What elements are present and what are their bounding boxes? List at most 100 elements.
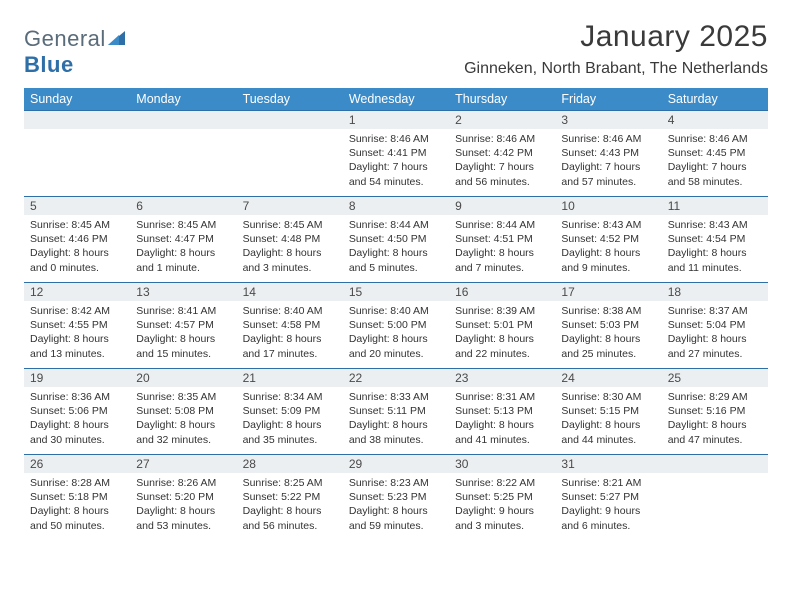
day-line-d1: Daylight: 8 hours [349,332,443,346]
day-line-d2: and 47 minutes. [668,433,762,447]
day-number: 31 [555,454,661,473]
day-line-sr: Sunrise: 8:43 AM [561,218,655,232]
day-line-d1: Daylight: 8 hours [243,332,337,346]
day-line-ss: Sunset: 5:23 PM [349,490,443,504]
day-line-sr: Sunrise: 8:46 AM [455,132,549,146]
brand-part1: General [24,26,106,51]
weekday-header: Saturday [662,88,768,110]
day-line-sr: Sunrise: 8:26 AM [136,476,230,490]
day-line-d1: Daylight: 7 hours [668,160,762,174]
day-number: 8 [343,196,449,215]
day-data: Sunrise: 8:44 AMSunset: 4:51 PMDaylight:… [449,215,555,279]
day-line-ss: Sunset: 4:48 PM [243,232,337,246]
calendar-cell: 11Sunrise: 8:43 AMSunset: 4:54 PMDayligh… [662,196,768,282]
day-line-sr: Sunrise: 8:39 AM [455,304,549,318]
calendar-cell: 6Sunrise: 8:45 AMSunset: 4:47 PMDaylight… [130,196,236,282]
day-line-ss: Sunset: 5:25 PM [455,490,549,504]
calendar-week: 12Sunrise: 8:42 AMSunset: 4:55 PMDayligh… [24,282,768,368]
weekday-header: Friday [555,88,661,110]
day-data: Sunrise: 8:40 AMSunset: 5:00 PMDaylight:… [343,301,449,365]
calendar-cell: 21Sunrise: 8:34 AMSunset: 5:09 PMDayligh… [237,368,343,454]
day-number: 21 [237,368,343,387]
day-line-d2: and 9 minutes. [561,261,655,275]
day-line-sr: Sunrise: 8:43 AM [668,218,762,232]
day-number: 16 [449,282,555,301]
day-number: 7 [237,196,343,215]
day-line-d1: Daylight: 8 hours [243,504,337,518]
day-line-d2: and 0 minutes. [30,261,124,275]
day-line-sr: Sunrise: 8:46 AM [561,132,655,146]
calendar-cell: 18Sunrise: 8:37 AMSunset: 5:04 PMDayligh… [662,282,768,368]
day-line-d2: and 56 minutes. [243,519,337,533]
day-line-ss: Sunset: 5:00 PM [349,318,443,332]
day-line-sr: Sunrise: 8:44 AM [349,218,443,232]
day-number: 24 [555,368,661,387]
calendar-cell: 31Sunrise: 8:21 AMSunset: 5:27 PMDayligh… [555,454,661,540]
day-line-d1: Daylight: 8 hours [30,332,124,346]
calendar-cell [130,110,236,196]
day-line-d1: Daylight: 8 hours [349,418,443,432]
day-line-ss: Sunset: 5:20 PM [136,490,230,504]
calendar-cell: 7Sunrise: 8:45 AMSunset: 4:48 PMDaylight… [237,196,343,282]
day-number: 2 [449,110,555,129]
day-line-d2: and 5 minutes. [349,261,443,275]
day-line-d1: Daylight: 8 hours [30,246,124,260]
day-line-d2: and 32 minutes. [136,433,230,447]
day-number: 9 [449,196,555,215]
day-line-sr: Sunrise: 8:45 AM [243,218,337,232]
day-line-ss: Sunset: 5:18 PM [30,490,124,504]
calendar-cell: 19Sunrise: 8:36 AMSunset: 5:06 PMDayligh… [24,368,130,454]
day-line-sr: Sunrise: 8:37 AM [668,304,762,318]
day-line-ss: Sunset: 4:54 PM [668,232,762,246]
day-line-ss: Sunset: 4:42 PM [455,146,549,160]
calendar-cell: 27Sunrise: 8:26 AMSunset: 5:20 PMDayligh… [130,454,236,540]
day-line-ss: Sunset: 5:27 PM [561,490,655,504]
day-number: 29 [343,454,449,473]
weekday-header: Thursday [449,88,555,110]
day-line-sr: Sunrise: 8:38 AM [561,304,655,318]
day-line-d2: and 41 minutes. [455,433,549,447]
day-data: Sunrise: 8:25 AMSunset: 5:22 PMDaylight:… [237,473,343,537]
day-data: Sunrise: 8:30 AMSunset: 5:15 PMDaylight:… [555,387,661,451]
day-line-ss: Sunset: 5:01 PM [455,318,549,332]
day-number: 14 [237,282,343,301]
day-line-ss: Sunset: 4:47 PM [136,232,230,246]
day-data: Sunrise: 8:43 AMSunset: 4:54 PMDaylight:… [662,215,768,279]
day-data: Sunrise: 8:46 AMSunset: 4:45 PMDaylight:… [662,129,768,193]
day-line-ss: Sunset: 5:22 PM [243,490,337,504]
day-number: 30 [449,454,555,473]
day-number: 18 [662,282,768,301]
day-number: 20 [130,368,236,387]
day-number: 4 [662,110,768,129]
day-line-d1: Daylight: 8 hours [561,332,655,346]
brand-logo: GeneralBlue [24,20,128,78]
day-line-d1: Daylight: 7 hours [455,160,549,174]
day-line-d2: and 59 minutes. [349,519,443,533]
sail-icon [108,26,128,52]
day-data: Sunrise: 8:46 AMSunset: 4:41 PMDaylight:… [343,129,449,193]
calendar-cell: 9Sunrise: 8:44 AMSunset: 4:51 PMDaylight… [449,196,555,282]
weekday-header: Monday [130,88,236,110]
calendar-week: 5Sunrise: 8:45 AMSunset: 4:46 PMDaylight… [24,196,768,282]
day-data: Sunrise: 8:31 AMSunset: 5:13 PMDaylight:… [449,387,555,451]
day-data: Sunrise: 8:34 AMSunset: 5:09 PMDaylight:… [237,387,343,451]
month-title: January 2025 [464,20,768,54]
day-line-ss: Sunset: 4:58 PM [243,318,337,332]
day-line-d1: Daylight: 8 hours [455,246,549,260]
calendar-cell: 22Sunrise: 8:33 AMSunset: 5:11 PMDayligh… [343,368,449,454]
day-line-d1: Daylight: 8 hours [349,504,443,518]
day-data: Sunrise: 8:40 AMSunset: 4:58 PMDaylight:… [237,301,343,365]
day-line-d1: Daylight: 8 hours [136,332,230,346]
day-line-sr: Sunrise: 8:23 AM [349,476,443,490]
calendar-thead: SundayMondayTuesdayWednesdayThursdayFrid… [24,88,768,110]
brand-text: GeneralBlue [24,26,128,78]
location-line: Ginneken, North Brabant, The Netherlands [464,60,768,78]
day-line-ss: Sunset: 4:45 PM [668,146,762,160]
day-line-d2: and 50 minutes. [30,519,124,533]
day-line-d2: and 30 minutes. [30,433,124,447]
day-line-sr: Sunrise: 8:46 AM [668,132,762,146]
day-line-d1: Daylight: 9 hours [561,504,655,518]
day-number [130,110,236,129]
day-number: 27 [130,454,236,473]
day-line-ss: Sunset: 5:15 PM [561,404,655,418]
